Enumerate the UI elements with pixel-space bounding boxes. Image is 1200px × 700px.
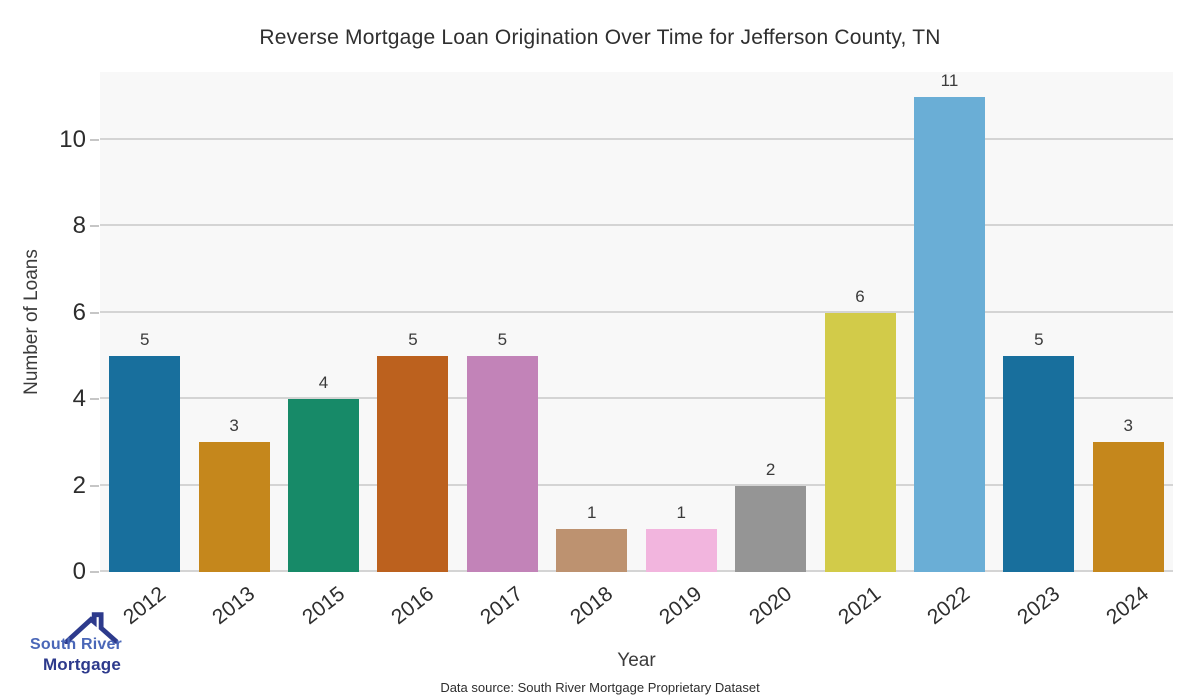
x-tick-label-2020: 2020 [744,582,796,630]
bar-2013 [198,442,270,572]
bar-value-label: 2 [765,459,776,479]
x-tick-label-2016: 2016 [387,582,439,630]
gridline-y0 [100,570,1173,572]
bar-value-label: 1 [676,502,686,522]
gridline-y2 [100,483,1173,486]
plot-background [100,72,1173,572]
y-tick-mark [90,484,99,487]
data-source-note: Data source: South River Mortgage Propri… [440,680,760,695]
gridline-y10 [100,138,1173,140]
logo-text-line1: South River [30,636,122,653]
bar-2020 [735,485,807,572]
y-tick-label: 6 [72,298,86,326]
x-tick-label-2017: 2017 [476,582,528,630]
y-tick-mark [90,571,99,573]
x-tick-label-2024: 2024 [1102,582,1154,630]
y-tick-mark [90,139,99,141]
bar-2017 [466,356,538,572]
y-tick-label: 2 [72,471,86,499]
logo: South River Mortgage [14,612,138,682]
bar-2022 [913,96,985,572]
bar-value-label: 3 [1123,416,1134,436]
bar-value-label: 6 [855,286,865,306]
gridline-y6 [100,310,1173,313]
gridline-y4 [100,397,1173,400]
y-tick-label: 10 [59,126,86,153]
x-tick-label-2018: 2018 [565,582,617,630]
bar-2023 [1003,356,1075,572]
bar-2024 [1092,442,1164,572]
bar-value-label: 4 [318,373,329,393]
gridline-y8 [100,224,1173,227]
x-tick-label-2021: 2021 [834,582,886,630]
bar-value-label: 5 [497,330,508,349]
bar-value-label: 5 [408,330,418,349]
x-tick-label-2015: 2015 [297,582,349,630]
y-tick-label: 8 [72,212,86,240]
y-tick-mark [90,225,99,228]
y-tick-label: 0 [72,558,86,585]
bar-value-label: 11 [940,70,959,90]
x-tick-label-2013: 2013 [208,582,260,630]
bar-2021 [824,312,896,572]
house-roof-icon [64,612,118,644]
y-tick-label: 4 [72,385,86,413]
bar-value-label: 1 [587,502,597,522]
x-axis-title: Year [617,650,656,671]
plot-area: 5 3 4 5 5 1 1 2 6 11 5 3 [100,70,1173,572]
y-tick-mark [90,311,99,314]
x-tick-label-2022: 2022 [923,582,975,630]
y-tick-mark [90,398,99,401]
bar-value-label: 3 [229,416,239,436]
logo-text-line2: Mortgage [42,655,122,674]
bar-2019 [645,528,717,572]
bar-value-label: 5 [139,330,150,349]
x-tick-label-2019: 2019 [655,582,707,630]
x-tick-label-2012: 2012 [118,582,170,630]
bar-value-label: 5 [1034,330,1044,349]
bar-2015 [288,399,360,572]
chart-title: Reverse Mortgage Loan Origination Over T… [259,26,941,49]
bar-2016 [377,356,449,572]
bar-2018 [556,528,628,572]
x-tick-label-2023: 2023 [1013,582,1065,630]
bar-2012 [109,356,181,572]
